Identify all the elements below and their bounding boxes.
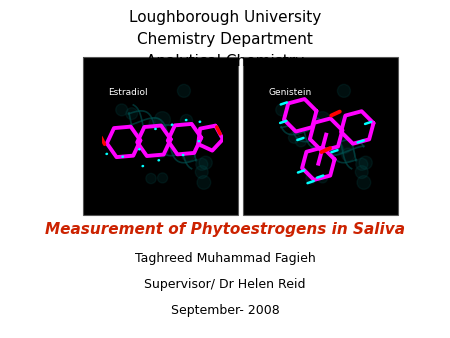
Text: Loughborough University
Chemistry Department
Analytical Chemistry: Loughborough University Chemistry Depart… (129, 10, 321, 69)
Text: Supervisor/ Dr Helen Reid: Supervisor/ Dr Helen Reid (144, 278, 306, 291)
Text: Measurement of Phytoestrogens in Saliva: Measurement of Phytoestrogens in Saliva (45, 222, 405, 237)
Bar (83, 57, 238, 215)
Bar (243, 57, 398, 215)
Text: September- 2008: September- 2008 (171, 304, 279, 317)
Text: Taghreed Muhammad Fagieh: Taghreed Muhammad Fagieh (135, 252, 315, 265)
